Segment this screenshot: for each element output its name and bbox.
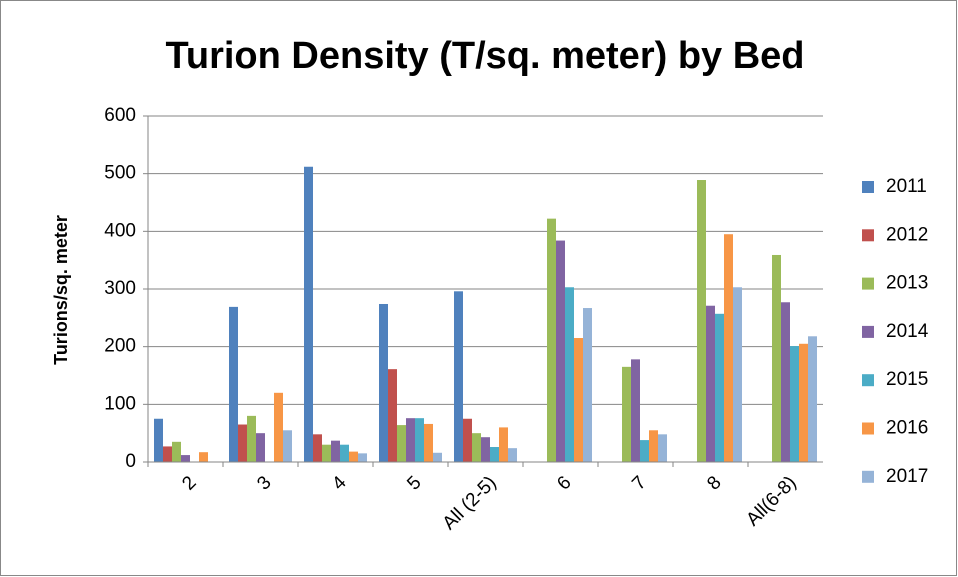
y-tick-label: 0 (125, 451, 136, 472)
y-tick-label: 300 (104, 278, 136, 299)
bar (433, 452, 442, 462)
legend-label: 2012 (886, 224, 928, 245)
bar (256, 433, 265, 462)
bar (733, 287, 742, 462)
bar (229, 306, 238, 462)
bar (574, 338, 583, 462)
bar (181, 455, 190, 462)
bar (163, 446, 172, 462)
bar (781, 302, 790, 462)
legend-label: 2015 (886, 369, 928, 390)
y-tick-label: 600 (104, 105, 136, 126)
bar (583, 308, 592, 462)
bar (331, 440, 340, 462)
bar (799, 343, 808, 462)
legend-swatch (862, 277, 874, 290)
legend-label: 2014 (886, 321, 929, 342)
bar (304, 166, 313, 462)
bar (631, 359, 640, 462)
legend-swatch (862, 422, 874, 435)
y-tick-label: 500 (104, 163, 136, 184)
bar (808, 336, 817, 462)
bar (154, 418, 163, 462)
y-tick-label: 200 (104, 336, 136, 357)
legend-label: 2017 (886, 466, 928, 487)
bar (397, 425, 406, 462)
bar (358, 453, 367, 462)
legend-swatch (862, 374, 874, 387)
bar (649, 430, 658, 462)
bar (724, 234, 733, 462)
y-tick-label: 100 (104, 393, 136, 414)
bar (640, 440, 649, 462)
legend-swatch (862, 325, 874, 338)
bar (772, 254, 781, 462)
bar (349, 451, 358, 462)
bar (556, 240, 565, 462)
bar (247, 415, 256, 462)
bar (340, 444, 349, 462)
bar (622, 366, 631, 462)
bar (472, 433, 481, 462)
bar (715, 313, 724, 462)
bar (424, 423, 433, 462)
bar (697, 180, 706, 462)
bar (706, 305, 715, 462)
legend-label: 2011 (886, 176, 927, 197)
bar (547, 218, 556, 462)
bar (283, 430, 292, 462)
y-tick-label: 400 (104, 220, 136, 241)
legend-label: 2013 (886, 273, 928, 294)
bar (406, 418, 415, 462)
bar (490, 447, 499, 462)
bar (790, 346, 799, 462)
bar (199, 452, 208, 462)
legend-swatch (862, 229, 874, 242)
bar (499, 427, 508, 462)
bar (481, 437, 490, 462)
bar (172, 441, 181, 462)
bar (238, 424, 247, 462)
bar (508, 448, 517, 462)
bar (388, 369, 397, 462)
bar (454, 291, 463, 462)
bar (565, 287, 574, 462)
legend-swatch (862, 181, 874, 193)
bar (658, 434, 667, 462)
y-axis-label: Turions/sq. meter (51, 215, 71, 365)
bar (463, 418, 472, 462)
bar (322, 444, 331, 462)
chart-title: Turion Density (T/sq. meter) by Bed (165, 35, 804, 77)
bar (415, 418, 424, 462)
legend-swatch (862, 470, 874, 483)
legend-label: 2016 (886, 418, 928, 439)
bar (274, 392, 283, 462)
bar (313, 434, 322, 462)
bar (379, 303, 388, 462)
